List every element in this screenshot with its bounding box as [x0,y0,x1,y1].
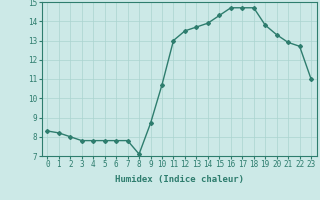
X-axis label: Humidex (Indice chaleur): Humidex (Indice chaleur) [115,175,244,184]
